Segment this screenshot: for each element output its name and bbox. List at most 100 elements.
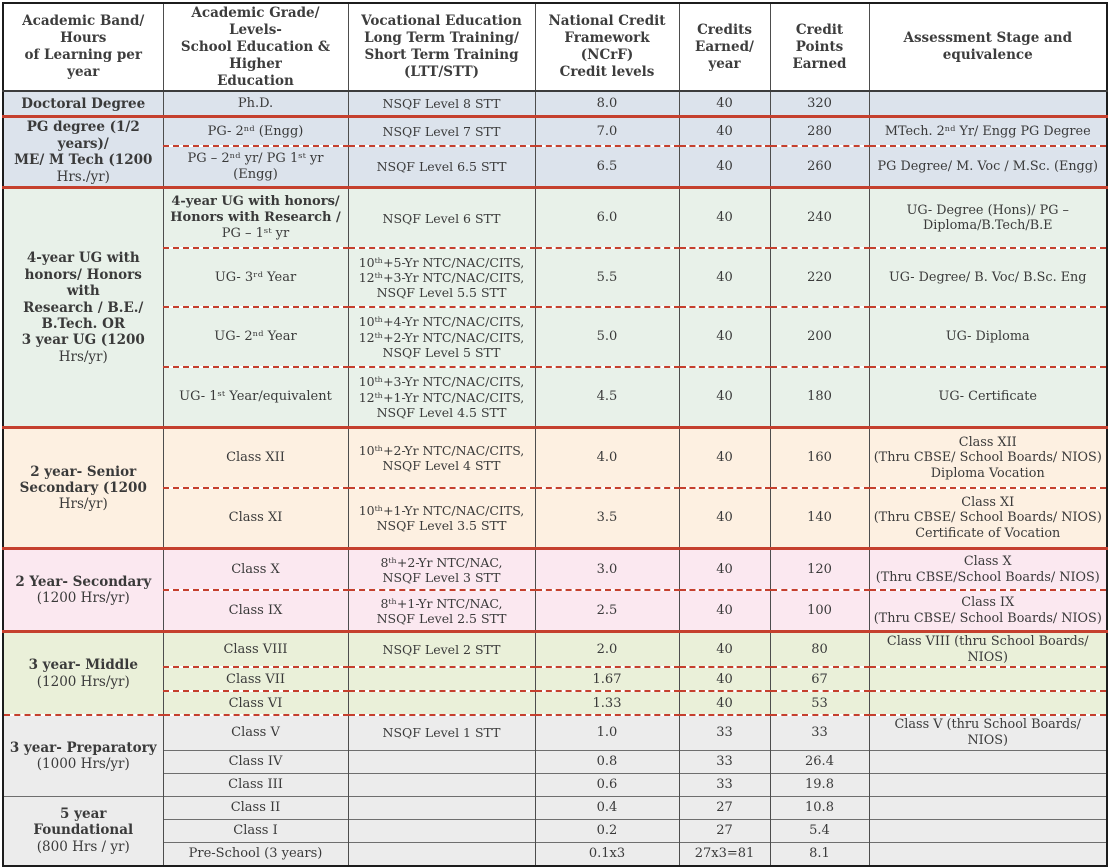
col-header-credits-earned: Credits Earned/ year	[678, 3, 771, 93]
grade-cell: Class III	[162, 772, 349, 797]
band-cell-pg: PG degree (1/2 years)/ ME/ M Tech (1200 …	[2, 115, 164, 188]
band-label: PG degree (1/2 years)/ ME/ M Tech (1200	[14, 119, 153, 169]
credit-points-cell: 8.1	[769, 841, 870, 866]
table-row: PG – 2ⁿᵈ yr/ PG 1ˢᵗ yr (Engg) NSQF Level…	[3, 145, 1108, 188]
ncrf-level-cell: 0.2	[534, 818, 680, 843]
band-sublabel: Hrs/yr)	[58, 348, 108, 365]
credits-cell: 40	[678, 145, 771, 188]
credits-cell: 40	[678, 91, 771, 117]
band-label: 2 Year- Secondary	[15, 573, 152, 590]
table-row: Class VI 1.33 40 53	[3, 690, 1108, 716]
assessment-cell: UG- Degree (Hons)/ PG – Diploma/B.Tech/B…	[868, 186, 1108, 249]
credit-points-cell: 100	[769, 589, 870, 632]
grade-cell: 4-year UG with honors/ Honors with Resea…	[162, 186, 349, 249]
assessment-cell: PG Degree/ M. Voc / M.Sc. (Engg)	[868, 145, 1108, 188]
ncrf-level-cell: 0.1x3	[534, 841, 680, 866]
table-row: Class III 0.6 33 19.8	[3, 772, 1108, 797]
assessment-cell	[868, 749, 1108, 774]
grade-cell: Ph.D.	[162, 91, 349, 117]
vocational-cell	[347, 772, 536, 797]
vocational-cell: 10ᵗʰ+1-Yr NTC/NAC/CITS, NSQF Level 3.5 S…	[347, 487, 536, 549]
vocational-cell: 8ᵗʰ+2-Yr NTC/NAC, NSQF Level 3 STT	[347, 547, 536, 591]
credits-cell: 40	[678, 306, 771, 368]
grade-cell: Class II	[162, 795, 349, 820]
grade-cell: Class VII	[162, 666, 349, 692]
assessment-cell	[868, 666, 1108, 692]
credit-points-cell: 320	[769, 91, 870, 117]
grade-cell: Class XII	[162, 426, 349, 489]
credits-cell: 40	[678, 247, 771, 308]
credits-cell: 40	[678, 426, 771, 489]
assessment-cell: UG- Degree/ B. Voc/ B.Sc. Eng	[868, 247, 1108, 308]
credits-cell: 40	[678, 487, 771, 549]
credit-points-cell: 5.4	[769, 818, 870, 843]
table-row: UG- 1ˢᵗ Year/equivalent 10ᵗʰ+3-Yr NTC/NA…	[3, 366, 1108, 428]
col-header-vocational-education: Vocational Education Long Term Training/…	[347, 3, 536, 93]
band-label: 5 year Foundational	[33, 805, 134, 839]
header-row: Academic Band/ Hours of Learning per yea…	[2, 3, 1108, 93]
credits-cell: 40	[678, 366, 771, 428]
assessment-cell	[868, 690, 1108, 716]
ncrf-level-cell: 2.5	[534, 589, 680, 632]
band-cell-four-year-ug: 4-year UG with honors/ Honors with Resea…	[2, 186, 164, 428]
band-sublabel: (1200 Hrs/yr)	[36, 673, 130, 690]
ncrf-level-cell: 0.6	[534, 772, 680, 797]
credits-cell: 33	[678, 749, 771, 774]
vocational-cell: NSQF Level 8 STT	[347, 91, 536, 117]
grade-cell: UG- 3ʳᵈ Year	[162, 247, 349, 308]
assessment-cell: UG- Certificate	[868, 366, 1108, 428]
col-header-academic-grade: Academic Grade/ Levels- School Education…	[162, 3, 349, 93]
ncrf-level-cell: 0.4	[534, 795, 680, 820]
credits-cell: 27x3=81	[678, 841, 771, 866]
assessment-cell: Class X (Thru CBSE/School Boards/ NIOS)	[868, 547, 1108, 591]
ncrf-level-cell: 6.0	[534, 186, 680, 249]
vocational-cell: NSQF Level 6.5 STT	[347, 145, 536, 188]
band-label: 2 year- Senior Secondary (1200	[19, 463, 147, 497]
credit-points-cell: 180	[769, 366, 870, 428]
grade-cell: Pre-School (3 years)	[162, 841, 349, 866]
band-sublabel: Hrs/yr)	[58, 496, 108, 513]
table-row: Doctoral Degree Ph.D. NSQF Level 8 STT 8…	[2, 91, 1108, 117]
band-sublabel: Hrs./yr)	[56, 168, 110, 185]
vocational-cell: 10ᵗʰ+3-Yr NTC/NAC/CITS, 12ᵗʰ+1-Yr NTC/NA…	[347, 366, 536, 428]
assessment-cell: Class V (thru School Boards/ NIOS)	[868, 714, 1108, 751]
assessment-cell: MTech. 2ⁿᵈ Yr/ Engg PG Degree	[868, 115, 1108, 147]
credit-points-cell: 280	[769, 115, 870, 147]
credits-cell: 40	[678, 115, 771, 147]
assessment-cell: Class VIII (thru School Boards/ NIOS)	[868, 630, 1108, 668]
ncrf-level-cell: 5.0	[534, 306, 680, 368]
table-row: Pre-School (3 years) 0.1x3 27x3=81 8.1	[3, 841, 1108, 866]
vocational-cell: NSQF Level 7 STT	[347, 115, 536, 147]
table-row: 2 Year- Secondary (1200 Hrs/yr) Class X …	[2, 547, 1108, 632]
ncrf-level-cell: 3.5	[534, 487, 680, 549]
table-row: Class I 0.2 27 5.4	[3, 818, 1108, 843]
col-header-assessment-stage: Assessment Stage and equivalence	[868, 3, 1108, 93]
credits-cell: 27	[678, 818, 771, 843]
vocational-cell	[347, 818, 536, 843]
grade-cell: Class IV	[162, 749, 349, 774]
ncrf-level-cell: 6.5	[534, 145, 680, 188]
credits-cell: 40	[678, 589, 771, 632]
grade-cell: UG- 2ⁿᵈ Year	[162, 306, 349, 368]
credits-cell: 40	[678, 666, 771, 692]
vocational-cell: 10ᵗʰ+4-Yr NTC/NAC/CITS, 12ᵗʰ+2-Yr NTC/NA…	[347, 306, 536, 368]
table-row: UG- 3ʳᵈ Year 10ᵗʰ+5-Yr NTC/NAC/CITS, 12ᵗ…	[3, 247, 1108, 308]
grade-cell: PG- 2ⁿᵈ (Engg)	[162, 115, 349, 147]
ncrf-level-cell: 1.33	[534, 690, 680, 716]
vocational-cell	[347, 749, 536, 774]
vocational-cell: NSQF Level 1 STT	[347, 714, 536, 751]
credit-points-cell: 120	[769, 547, 870, 591]
grade-cell: Class VIII	[162, 630, 349, 668]
table-row: Class IV 0.8 33 26.4	[3, 749, 1108, 774]
ncrf-level-cell: 4.0	[534, 426, 680, 489]
vocational-cell: NSQF Level 6 STT	[347, 186, 536, 249]
table-row: 4-year UG with honors/ Honors with Resea…	[2, 186, 1108, 428]
credits-cell: 33	[678, 714, 771, 751]
ncrf-level-cell: 2.0	[534, 630, 680, 668]
table-row: Class IX 8ᵗʰ+1-Yr NTC/NAC, NSQF Level 2.…	[3, 589, 1108, 632]
ncrf-level-cell: 3.0	[534, 547, 680, 591]
band-cell-foundational: 5 year Foundational (800 Hrs / yr)	[2, 795, 164, 866]
ncrf-level-cell: 4.5	[534, 366, 680, 428]
band-label: 4-year UG with honors/ Honors with Resea…	[21, 250, 145, 349]
